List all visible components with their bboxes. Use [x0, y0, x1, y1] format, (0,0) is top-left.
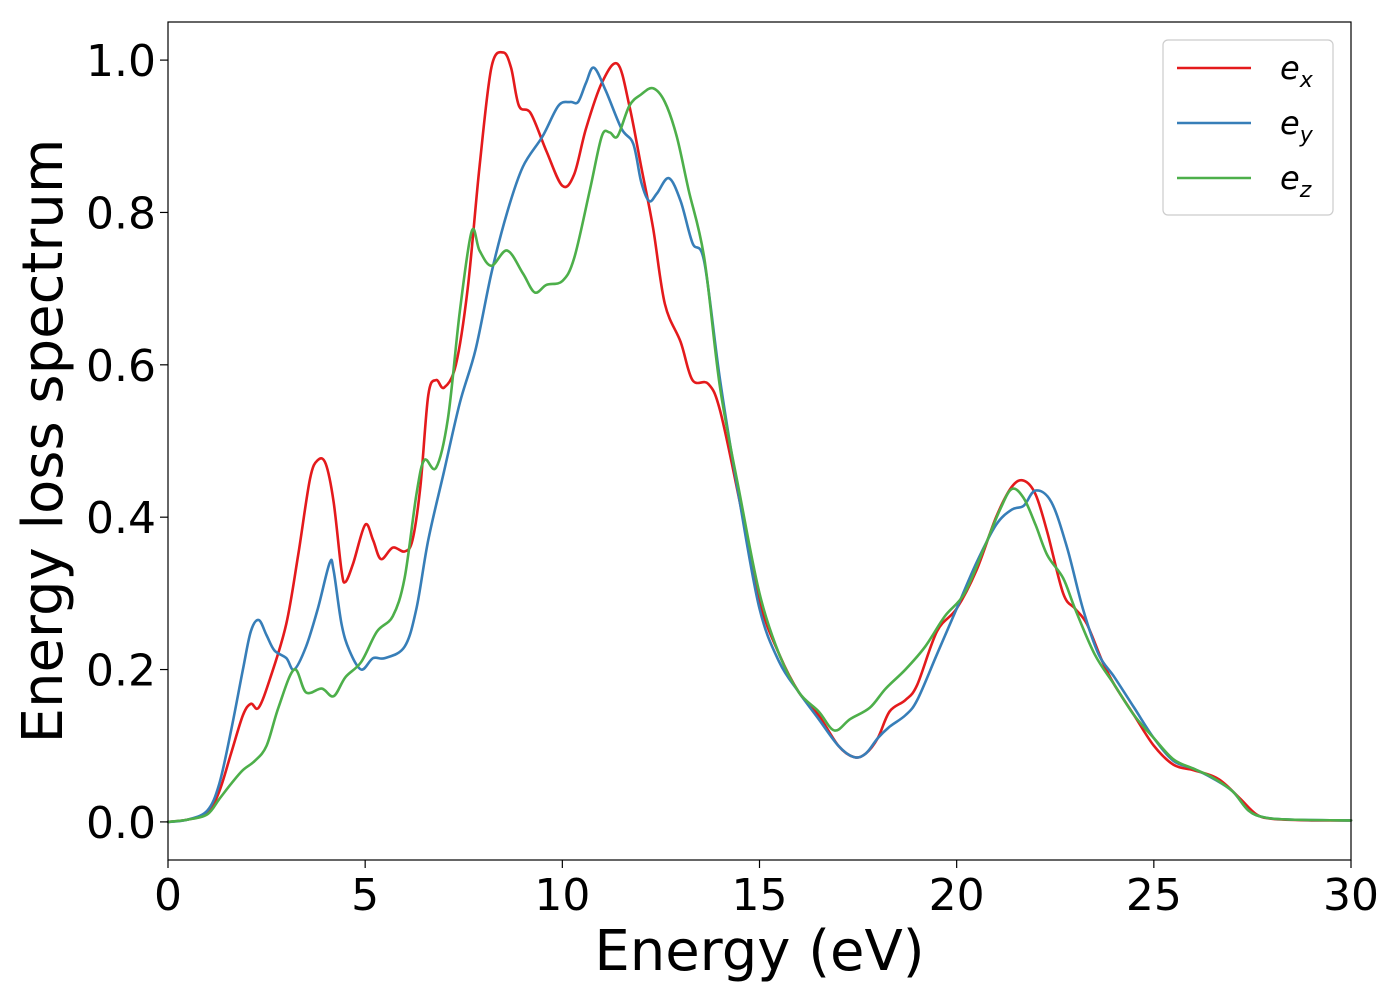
series-line-x: [166, 50, 1353, 824]
y-axis-ticks: 0.0 0.2 0.4 0.6 0.8 1.0: [86, 36, 168, 849]
x-tick-label: 25: [1126, 870, 1182, 921]
y-axis-label: Energy loss spectrum: [11, 139, 76, 744]
y-tick-label: 1.0: [86, 36, 156, 87]
y-tick-label: 0.2: [86, 646, 156, 697]
y-tick-label: 0.6: [86, 341, 156, 392]
y-tick-label: 0.8: [86, 188, 156, 239]
series-layer: [166, 50, 1353, 824]
series-line-z: [166, 86, 1353, 824]
x-tick-label: 30: [1323, 870, 1379, 921]
x-axis-ticks: 0 5 10 15 20 25 30: [154, 860, 1379, 921]
x-tick-label: 20: [929, 870, 985, 921]
x-tick-label: 10: [534, 870, 590, 921]
x-tick-label: 15: [732, 870, 788, 921]
legend-box: [1162, 39, 1334, 216]
x-tick-label: 5: [351, 870, 379, 921]
series-line-y: [166, 66, 1353, 824]
x-tick-label: 0: [154, 870, 182, 921]
x-axis-label: Energy (eV): [594, 919, 924, 984]
y-tick-label: 0.4: [86, 493, 156, 544]
y-tick-label: 0.0: [86, 798, 156, 849]
